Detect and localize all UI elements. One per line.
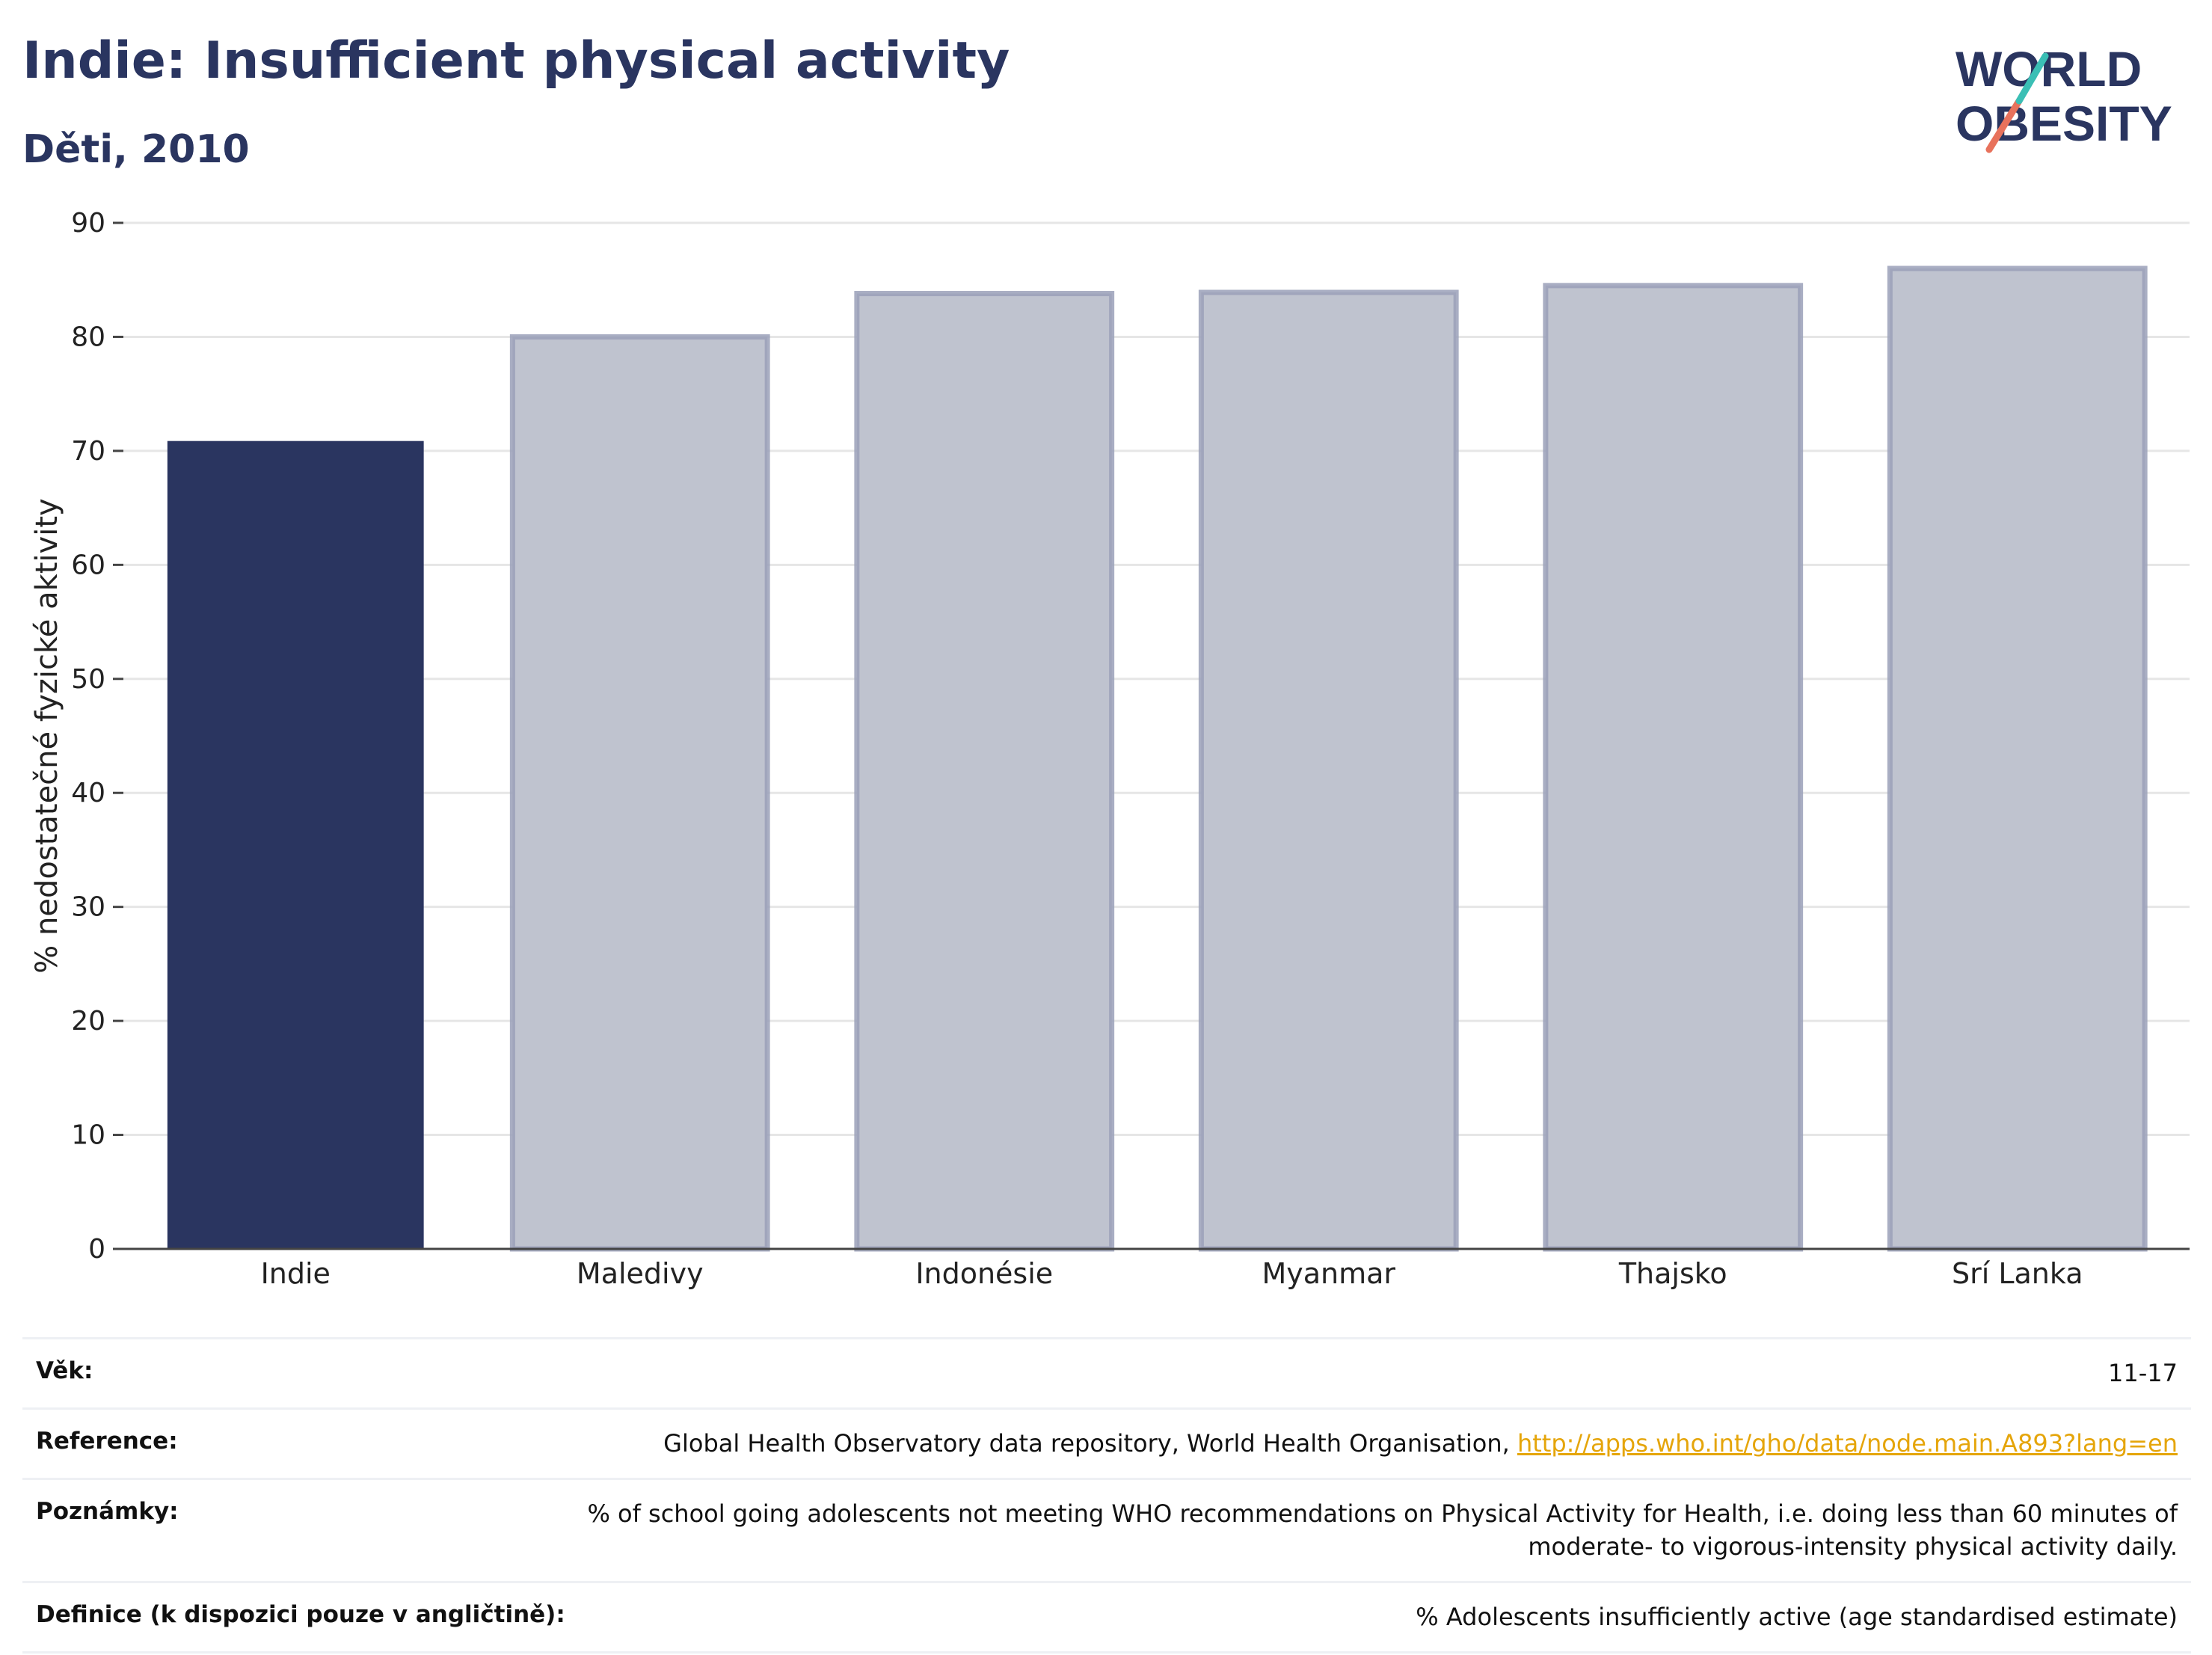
bar-indon-sie xyxy=(854,291,1115,1252)
y-tick-label: 70 xyxy=(71,436,105,467)
x-tick-label: Maledivy xyxy=(577,1257,704,1290)
y-axis-label: % nedostatečné fyzické aktivity xyxy=(30,498,64,973)
y-tick-label: 90 xyxy=(71,208,105,239)
reference-value: Global Health Observatory data repositor… xyxy=(663,1428,2178,1460)
logo-line1: WORLD xyxy=(1956,41,2142,96)
y-tick-label: 60 xyxy=(71,550,105,580)
x-tick-label: Srí Lanka xyxy=(1952,1257,2083,1290)
bar-thajsko xyxy=(1543,283,1804,1252)
world-obesity-logo: WORLD OBESITY xyxy=(1956,41,2172,153)
y-tick-label: 40 xyxy=(71,778,105,808)
x-tick-label: Indonésie xyxy=(915,1257,1053,1290)
age-value: 11-17 xyxy=(2108,1359,2178,1387)
bar-indie xyxy=(167,440,424,1250)
reference-text: Global Health Observatory data repositor… xyxy=(663,1429,1510,1458)
chart-title: Indie: Insufficient physical activity xyxy=(22,31,1010,90)
y-tick-label: 0 xyxy=(88,1234,105,1265)
x-tick-label: Myanmar xyxy=(1262,1257,1395,1290)
y-tick-label: 10 xyxy=(71,1120,105,1151)
chart-subtitle: Děti, 2010 xyxy=(22,127,250,172)
info-row-definition: Definice (k dispozici pouze v angličtině… xyxy=(22,1580,2191,1654)
bar-myanmar xyxy=(1198,289,1459,1252)
bar-chart: 0 10 20 30 40 50 60 70 80 90 % nedostatečné fyzick… xyxy=(30,208,2190,1290)
notes-value: % of school going adolescents not meetin… xyxy=(587,1499,2178,1561)
notes-label: Poznámky: xyxy=(36,1498,179,1526)
age-label: Věk: xyxy=(36,1357,93,1384)
y-tick-label: 30 xyxy=(71,892,105,923)
definition-value: % Adolescents insufficiently active (age… xyxy=(1416,1602,2178,1631)
y-tick-label: 80 xyxy=(71,322,105,352)
info-row-reference: Reference: Global Health Observatory dat… xyxy=(22,1407,2191,1478)
reference-label: Reference: xyxy=(36,1428,178,1455)
reference-link[interactable]: http://apps.who.int/gho/data/node.main.A… xyxy=(1517,1429,2178,1458)
y-tick-label: 50 xyxy=(71,664,105,695)
logo-slash-red xyxy=(1985,97,2023,153)
x-tick-label: Thajsko xyxy=(1618,1257,1727,1290)
info-row-age: Věk: 11-17 xyxy=(22,1337,2191,1407)
logo-slash-teal xyxy=(2015,52,2049,105)
x-tick-label: Indie xyxy=(261,1257,331,1290)
y-tick-label: 20 xyxy=(71,1006,105,1037)
bar-sr-lanka xyxy=(1887,265,2148,1252)
bar-maledivy xyxy=(509,334,770,1252)
info-table: Věk: 11-17 Reference: Global Health Obse… xyxy=(22,1337,2191,1654)
info-row-notes: Poznámky: % of school going adolescents … xyxy=(22,1478,2191,1580)
definition-label: Definice (k dispozici pouze v angličtině… xyxy=(36,1600,565,1628)
